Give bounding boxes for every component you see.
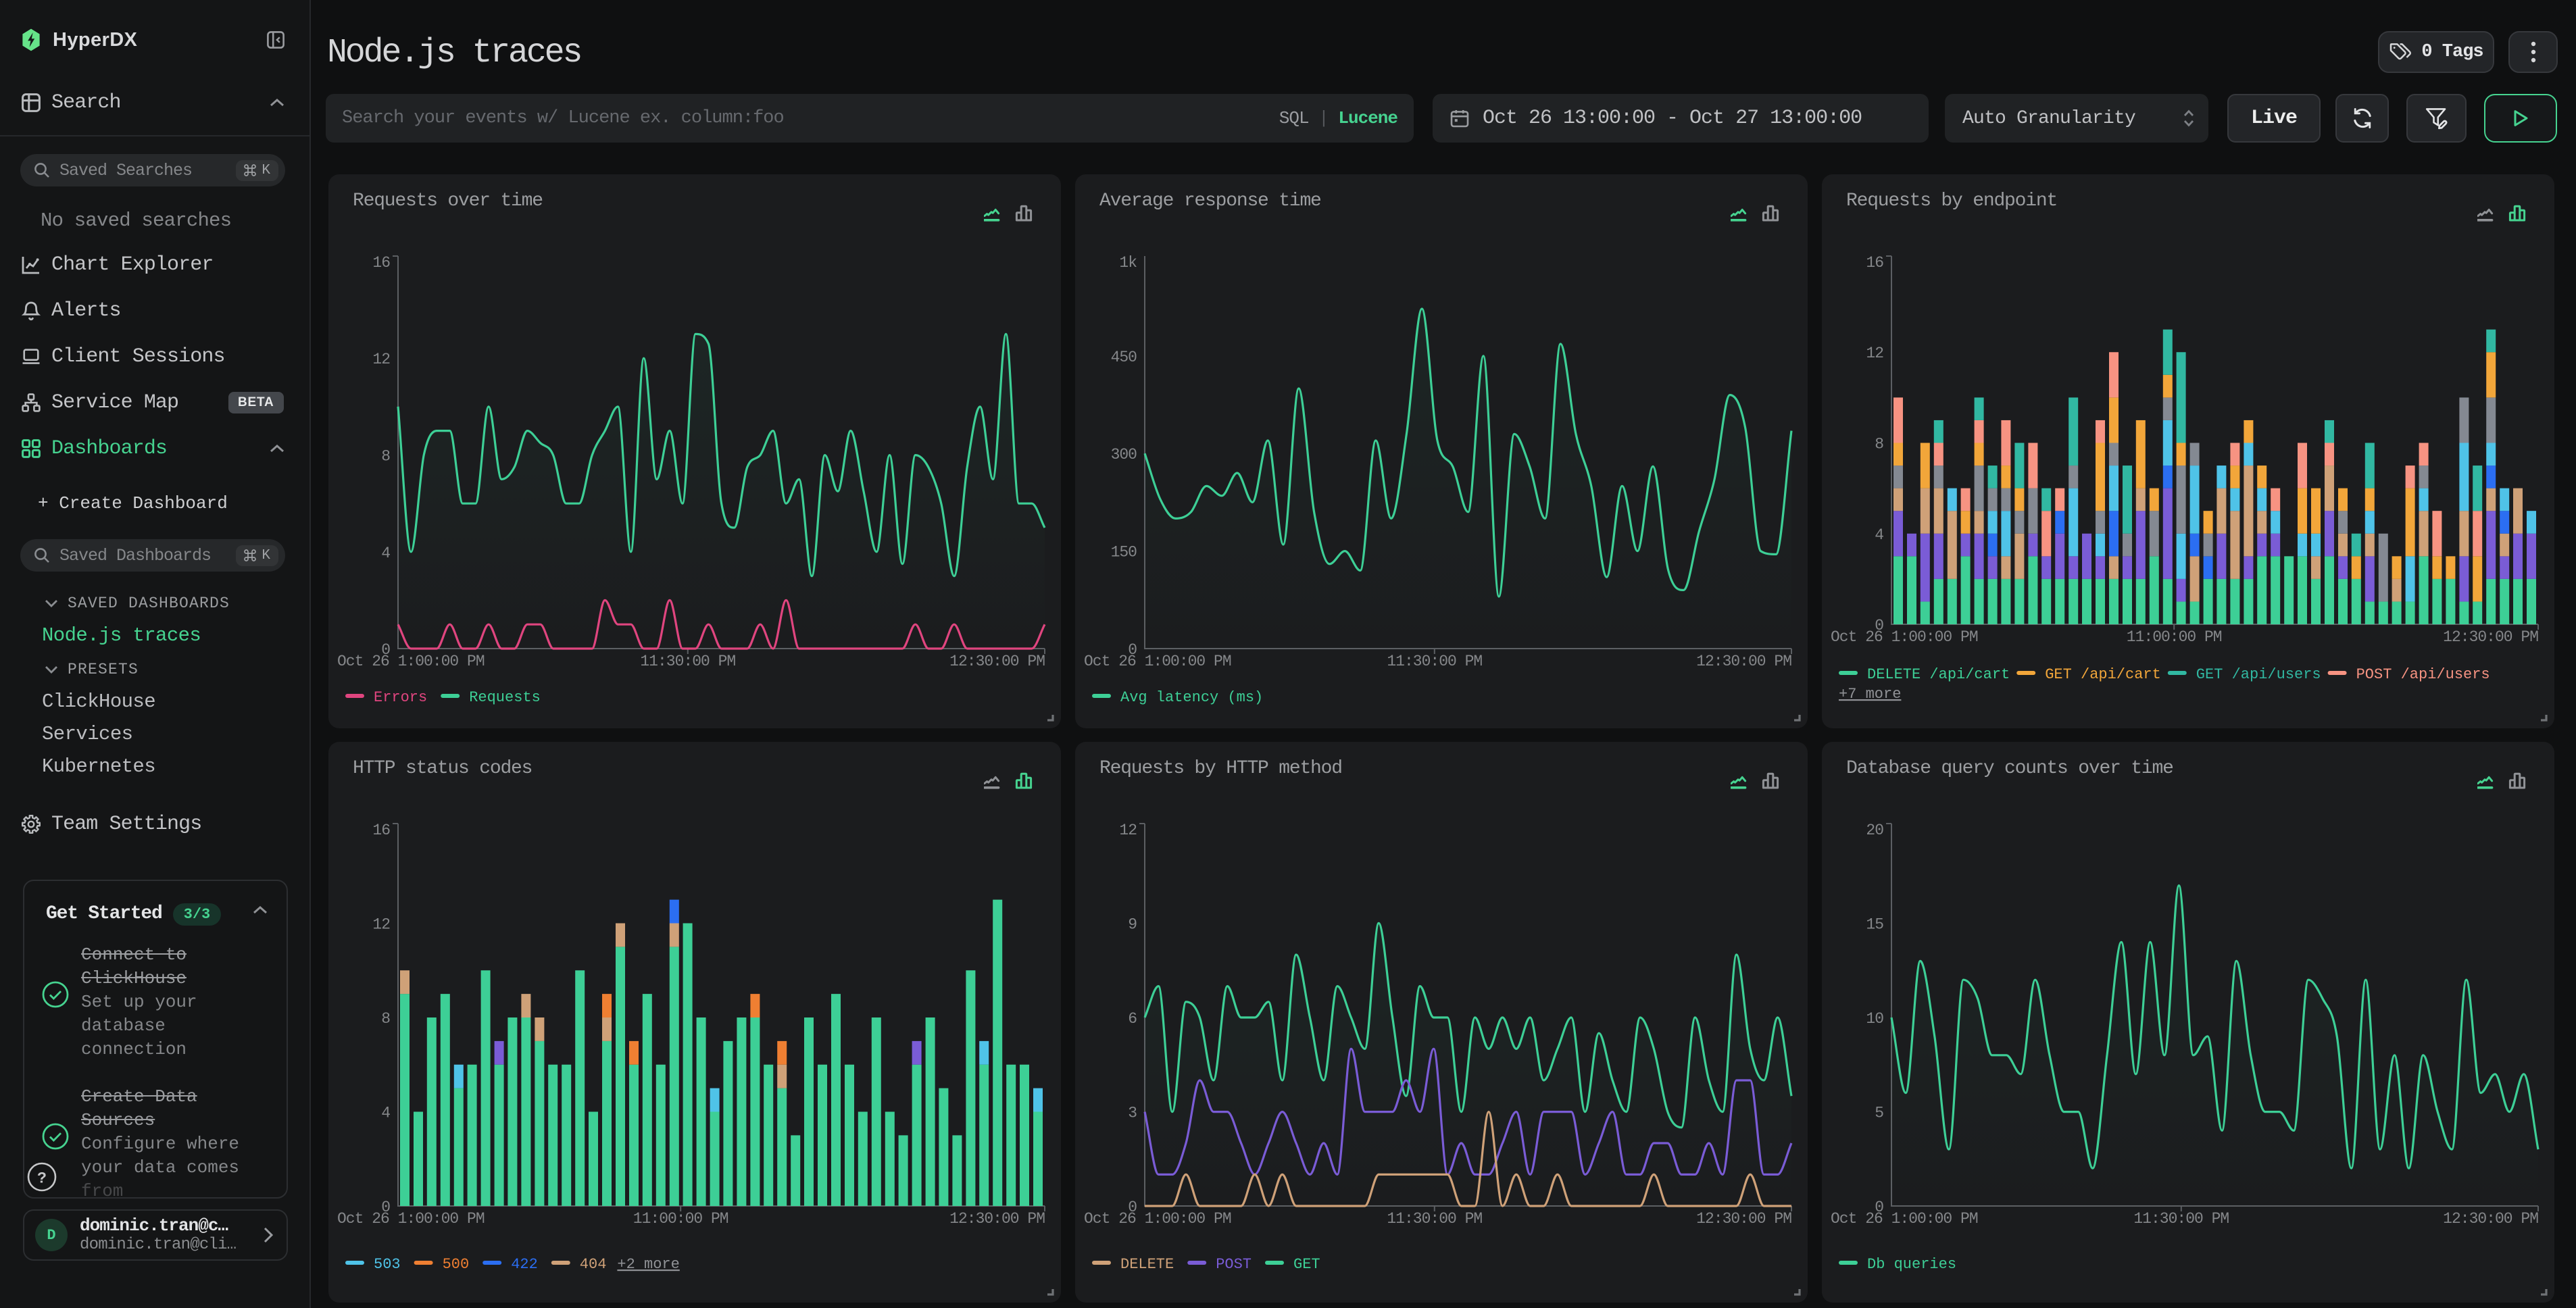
- svg-text:Oct 26 1:00:00 PM: Oct 26 1:00:00 PM: [337, 653, 485, 670]
- svg-text:+2 more: +2 more: [617, 1256, 679, 1273]
- svg-text:404: 404: [580, 1256, 607, 1273]
- svg-text:12:30:00 PM: 12:30:00 PM: [2443, 628, 2538, 646]
- svg-text:Avg latency (ms): Avg latency (ms): [1120, 689, 1263, 706]
- svg-text:GET /api/users: GET /api/users: [2196, 666, 2321, 683]
- svg-text:11:30:00 PM: 11:30:00 PM: [640, 653, 735, 670]
- svg-text:8: 8: [381, 448, 390, 466]
- svg-text:11:30:00 PM: 11:30:00 PM: [1387, 653, 1482, 670]
- svg-text:450: 450: [1111, 349, 1137, 366]
- svg-text:8: 8: [381, 1010, 390, 1028]
- svg-text:16: 16: [372, 254, 390, 272]
- svg-text:Requests: Requests: [469, 689, 541, 706]
- svg-text:DELETE: DELETE: [1120, 1256, 1174, 1273]
- svg-text:150: 150: [1111, 544, 1137, 561]
- svg-text:12:30:00 PM: 12:30:00 PM: [1696, 1210, 1791, 1228]
- svg-text:10: 10: [1866, 1010, 1883, 1028]
- svg-text:300: 300: [1111, 446, 1137, 463]
- svg-text:0: 0: [1128, 1199, 1137, 1216]
- svg-text:11:00:00 PM: 11:00:00 PM: [2127, 628, 2222, 646]
- svg-text:12:30:00 PM: 12:30:00 PM: [2443, 1210, 2538, 1228]
- svg-text:0: 0: [381, 641, 390, 659]
- svg-text:0: 0: [1128, 641, 1137, 659]
- svg-text:0: 0: [1875, 1199, 1883, 1216]
- svg-text:Db queries: Db queries: [1867, 1256, 1956, 1273]
- svg-text:6: 6: [1128, 1010, 1137, 1028]
- svg-text:GET: GET: [1293, 1256, 1320, 1273]
- svg-text:4: 4: [1875, 526, 1883, 544]
- svg-text:?: ?: [37, 1169, 47, 1187]
- svg-text:4: 4: [381, 1105, 390, 1122]
- svg-text:16: 16: [1866, 254, 1883, 272]
- svg-text:503: 503: [374, 1256, 401, 1273]
- svg-text:11:00:00 PM: 11:00:00 PM: [633, 1210, 728, 1228]
- svg-text:0: 0: [1875, 617, 1883, 634]
- svg-text:11:30:00 PM: 11:30:00 PM: [2133, 1210, 2229, 1228]
- svg-text:3: 3: [1128, 1105, 1137, 1122]
- svg-text:1k: 1k: [1119, 254, 1137, 272]
- svg-text:Oct 26 1:00:00 PM: Oct 26 1:00:00 PM: [1084, 653, 1231, 670]
- svg-text:8: 8: [1875, 436, 1883, 453]
- svg-text:POST: POST: [1216, 1256, 1252, 1273]
- svg-text:Errors: Errors: [374, 689, 427, 706]
- svg-text:500: 500: [443, 1256, 470, 1273]
- svg-text:GET /api/cart: GET /api/cart: [2045, 666, 2161, 683]
- svg-text:12:30:00 PM: 12:30:00 PM: [1696, 653, 1791, 670]
- svg-text:+7 more: +7 more: [1839, 686, 1901, 703]
- svg-text:5: 5: [1875, 1105, 1883, 1122]
- svg-text:16: 16: [372, 822, 390, 839]
- svg-text:9: 9: [1128, 915, 1137, 933]
- svg-text:0: 0: [381, 1199, 390, 1216]
- svg-text:Oct 26 1:00:00 PM: Oct 26 1:00:00 PM: [1084, 1210, 1231, 1228]
- svg-text:12: 12: [372, 915, 390, 933]
- svg-text:Oct 26 1:00:00 PM: Oct 26 1:00:00 PM: [337, 1210, 485, 1228]
- svg-text:POST /api/users: POST /api/users: [2356, 666, 2490, 683]
- svg-text:12:30:00 PM: 12:30:00 PM: [949, 653, 1045, 670]
- svg-text:DELETE /api/cart: DELETE /api/cart: [1867, 666, 2010, 683]
- svg-text:12: 12: [1866, 345, 1883, 362]
- svg-text:422: 422: [511, 1256, 538, 1273]
- svg-text:15: 15: [1866, 915, 1883, 933]
- svg-text:Oct 26 1:00:00 PM: Oct 26 1:00:00 PM: [1831, 1210, 1978, 1228]
- svg-text:12: 12: [1119, 822, 1137, 839]
- svg-text:11:30:00 PM: 11:30:00 PM: [1387, 1210, 1482, 1228]
- svg-text:12:30:00 PM: 12:30:00 PM: [949, 1210, 1045, 1228]
- svg-text:20: 20: [1866, 822, 1883, 839]
- svg-text:12: 12: [372, 351, 390, 368]
- svg-text:Oct 26 1:00:00 PM: Oct 26 1:00:00 PM: [1831, 628, 1978, 646]
- svg-text:4: 4: [381, 545, 390, 562]
